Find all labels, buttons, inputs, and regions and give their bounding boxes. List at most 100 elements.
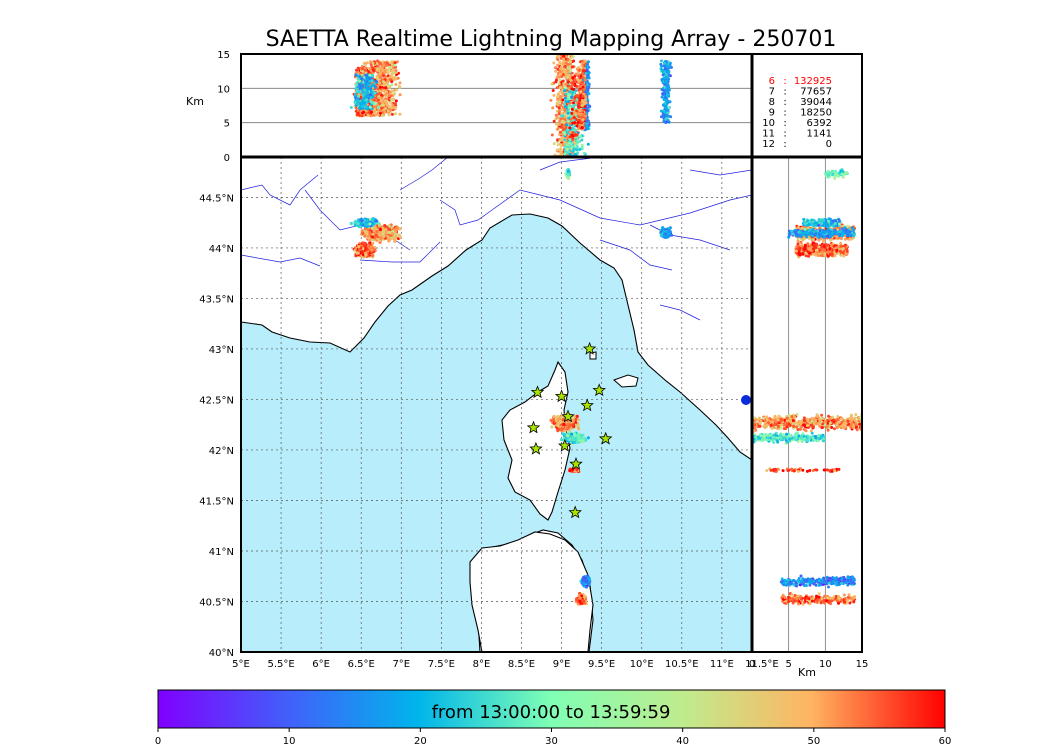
altitude-lon-point xyxy=(378,85,382,89)
altitude-lon-point xyxy=(571,137,575,141)
altitude-lon-point xyxy=(564,142,568,146)
altitude-lon-point xyxy=(563,96,567,100)
altitude-lon-point xyxy=(571,149,575,153)
altitude-lon-point xyxy=(587,76,591,80)
altitude-lon-point xyxy=(663,92,667,96)
lightning-source-point xyxy=(577,418,581,422)
altitude-lon-point xyxy=(661,73,665,77)
altitude-lon-point xyxy=(579,90,583,94)
altitude-lon-point xyxy=(571,76,575,80)
lightning-source-point xyxy=(556,424,560,428)
altitude-lon-point xyxy=(585,87,589,91)
altitude-lon-point xyxy=(384,93,387,97)
stat-separator: : xyxy=(783,97,786,108)
lightning-source-point xyxy=(576,423,580,427)
altitude-lon-point xyxy=(365,76,369,80)
stat-separator: : xyxy=(783,118,786,129)
altitude-lon-point xyxy=(663,89,667,93)
altitude-lon-point xyxy=(361,67,364,71)
altitude-lon-point xyxy=(384,64,388,67)
altitude-lon-point xyxy=(568,126,572,130)
altitude-lon-point xyxy=(376,59,379,63)
lightning-source-point xyxy=(374,234,378,238)
altitude-lon-point xyxy=(586,142,590,146)
altitude-lon-point xyxy=(381,60,385,64)
stat-separator: : xyxy=(783,87,786,98)
altitude-lon-point xyxy=(578,98,582,102)
altitude-lon-point xyxy=(380,103,384,107)
lightning-source-point xyxy=(349,221,353,226)
altitude-lon-point xyxy=(382,84,386,88)
altitude-lon-point xyxy=(577,103,581,107)
altitude-lon-point xyxy=(375,75,379,78)
lightning-source-point xyxy=(558,420,562,424)
altitude-lon-point xyxy=(366,86,370,90)
altitude-lon-point xyxy=(584,114,588,118)
lightning-source-point xyxy=(550,425,554,429)
stat-count: 0 xyxy=(826,139,832,150)
altitude-lon-point xyxy=(557,93,560,97)
altitude-lon-point xyxy=(579,74,583,78)
altitude-lon-point xyxy=(662,109,666,113)
altitude-lon-point xyxy=(384,86,387,90)
altitude-lon-point xyxy=(363,63,367,67)
lightning-source-point xyxy=(368,238,373,242)
altitude-lon-point xyxy=(581,61,585,65)
lightning-source-point xyxy=(363,219,367,223)
altitude-lon-point xyxy=(563,108,567,112)
altitude-lon-point xyxy=(561,120,565,124)
lightning-source-point xyxy=(383,224,387,228)
altitude-lon-point xyxy=(562,54,566,58)
lightning-source-point xyxy=(372,229,376,233)
altitude-lon-point xyxy=(664,67,668,71)
altitude-lon-point xyxy=(379,111,382,115)
altitude-lon-point xyxy=(665,64,669,68)
altitude-lon-point xyxy=(586,60,590,64)
lightning-source-point xyxy=(378,227,382,232)
altitude-lon-point xyxy=(559,150,563,154)
altitude-lon-point xyxy=(557,82,561,86)
stat-stations: 11 xyxy=(762,129,775,140)
lightning-source-point xyxy=(353,220,357,224)
altitude-lon-point xyxy=(666,111,670,115)
altitude-lon-point xyxy=(582,151,586,155)
altitude-lon-point xyxy=(373,85,377,89)
altitude-lon-point xyxy=(587,92,591,96)
altitude-lon-point xyxy=(387,94,391,98)
altitude-lon-point xyxy=(556,143,560,147)
altitude-lon-point xyxy=(354,73,358,77)
altitude-lon-point xyxy=(561,92,565,96)
altitude-lon-point xyxy=(564,100,568,104)
altitude-lon-point xyxy=(369,110,373,114)
altitude-lon-point xyxy=(396,76,400,80)
altitude-lon-point xyxy=(381,69,385,72)
altitude-lon-point xyxy=(393,71,397,75)
stat-stations: 12 xyxy=(762,139,775,150)
altitude-lon-point xyxy=(664,81,668,85)
map-panel: 5°E 5.5°E 6°E 6.5°E 7°E 7.5°E 8°E 8.5°E 9°E 9.5°E… xyxy=(199,157,779,670)
altitude-lon-point xyxy=(562,83,566,87)
altitude-lon-point xyxy=(583,74,587,78)
altitude-lon-point xyxy=(568,130,572,134)
altitude-lon-point xyxy=(554,113,558,117)
altitude-lon-point xyxy=(587,71,591,75)
altitude-lon-point xyxy=(575,148,579,152)
lightning-source-point xyxy=(579,434,584,438)
altitude-lon-point xyxy=(355,90,359,94)
altitude-lon-point xyxy=(578,85,582,89)
lightning-source-point xyxy=(369,245,373,249)
lightning-source-point xyxy=(360,229,364,233)
lightning-source-point xyxy=(573,440,577,444)
sardinia-island xyxy=(469,531,594,652)
altitude-lon-point xyxy=(583,104,587,108)
altitude-lon-point xyxy=(564,105,567,109)
altitude-lon-point xyxy=(380,96,384,100)
altitude-lon-point xyxy=(365,105,368,109)
altitude-lon-point xyxy=(554,69,557,73)
lightning-source-point xyxy=(381,230,386,234)
altitude-lon-point xyxy=(659,109,663,113)
altitude-lon-point xyxy=(394,112,397,116)
altitude-lon-point xyxy=(662,70,665,74)
altitude-lon-point xyxy=(667,120,671,124)
altitude-lon-point xyxy=(564,75,567,79)
